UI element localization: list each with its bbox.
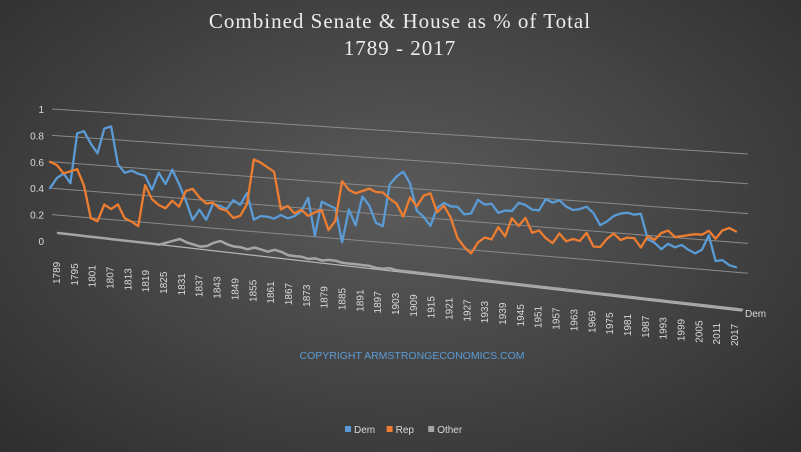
legend-label-rep: Rep: [396, 425, 415, 436]
x-tick-label: 1825: [159, 271, 170, 294]
y-tick-label: 0: [38, 237, 44, 248]
x-tick-label: 1909: [409, 294, 420, 317]
x-tick-label: 2005: [694, 320, 705, 343]
legend-label-other: Other: [437, 425, 463, 436]
gridline: [51, 108, 749, 155]
x-tick-label: 1957: [552, 307, 563, 330]
series-lines: [48, 125, 744, 311]
series-line-dem: [48, 125, 738, 269]
y-tick-label: 0.8: [30, 131, 44, 142]
x-tick-label: 1813: [123, 268, 134, 291]
x-tick-label: 1927: [462, 299, 473, 322]
x-tick-label: 1939: [498, 302, 509, 325]
depth-axis: [57, 232, 743, 312]
x-tick-label: 1801: [88, 265, 99, 288]
x-tick-label: 2017: [730, 323, 741, 346]
y-tick-label: 0.6: [30, 158, 44, 169]
x-tick-label: 1981: [623, 313, 634, 336]
series-line-rep: [48, 158, 738, 255]
y-tick-label: 1: [38, 105, 44, 116]
gridline: [51, 134, 749, 185]
x-tick-label: 1819: [141, 270, 152, 293]
x-tick-label: 1999: [677, 318, 688, 341]
depth-axis-line: [57, 232, 743, 312]
x-tick-label: 1873: [302, 284, 313, 307]
x-tick-label: 1921: [444, 297, 455, 320]
x-tick-label: 1963: [569, 309, 580, 332]
x-tick-label: 1933: [480, 301, 491, 324]
x-tick-label: 1879: [320, 286, 331, 309]
legend-label-dem: Dem: [354, 425, 375, 436]
legend-swatch-rep: [386, 426, 393, 432]
x-tick-label: 1849: [230, 278, 241, 301]
x-tick-label: 1903: [391, 292, 402, 315]
x-tick-label: 1897: [373, 291, 384, 314]
legend-swatch-dem: [345, 426, 351, 432]
y-axis-ticks: 0 0.2 0.4 0.6 0.8 1: [30, 105, 44, 248]
x-tick-label: 1837: [195, 274, 206, 297]
x-tick-label: 1975: [605, 312, 616, 335]
x-tick-label: 1861: [266, 281, 277, 304]
gridlines: [51, 108, 749, 274]
x-tick-label: 1795: [70, 263, 81, 286]
x-tick-label: 1885: [338, 287, 349, 310]
x-tick-label: 1855: [248, 279, 259, 302]
y-tick-label: 0.4: [30, 184, 44, 195]
y-tick-label: 0.2: [30, 211, 44, 222]
x-tick-label: 1843: [213, 276, 224, 299]
x-tick-label: 1951: [534, 305, 545, 328]
gridline: [51, 214, 749, 274]
legend-swatch-other: [428, 426, 435, 432]
x-tick-label: 1831: [177, 273, 188, 296]
x-tick-label: 1867: [284, 282, 295, 305]
chart-subtitle: 1789 - 2017: [344, 36, 457, 60]
gridline: [51, 187, 749, 244]
gridline: [51, 161, 749, 215]
depth-axis-label: Dem: [745, 309, 766, 320]
x-tick-label: 1891: [355, 289, 366, 312]
copyright-notice: COPYRIGHT ARMSTRONGECONOMICS.COM: [300, 350, 525, 362]
x-tick-label: 1945: [516, 304, 527, 327]
series-line-other: [56, 231, 744, 311]
x-tick-label: 1789: [52, 261, 63, 284]
x-tick-label: 1915: [427, 296, 438, 319]
x-axis-ticks: 1789 1795 1801 1807 1813 1819 1825 1831 1837 1843…: [52, 261, 741, 346]
x-tick-label: 1993: [659, 317, 670, 340]
x-tick-label: 1969: [587, 310, 598, 333]
legend: Dem Rep Other: [345, 425, 463, 436]
x-tick-label: 1987: [641, 315, 652, 338]
x-tick-label: 2011: [712, 322, 723, 344]
chart-title: Combined Senate & House as % of Total: [209, 9, 591, 33]
x-tick-label: 1807: [105, 266, 116, 289]
